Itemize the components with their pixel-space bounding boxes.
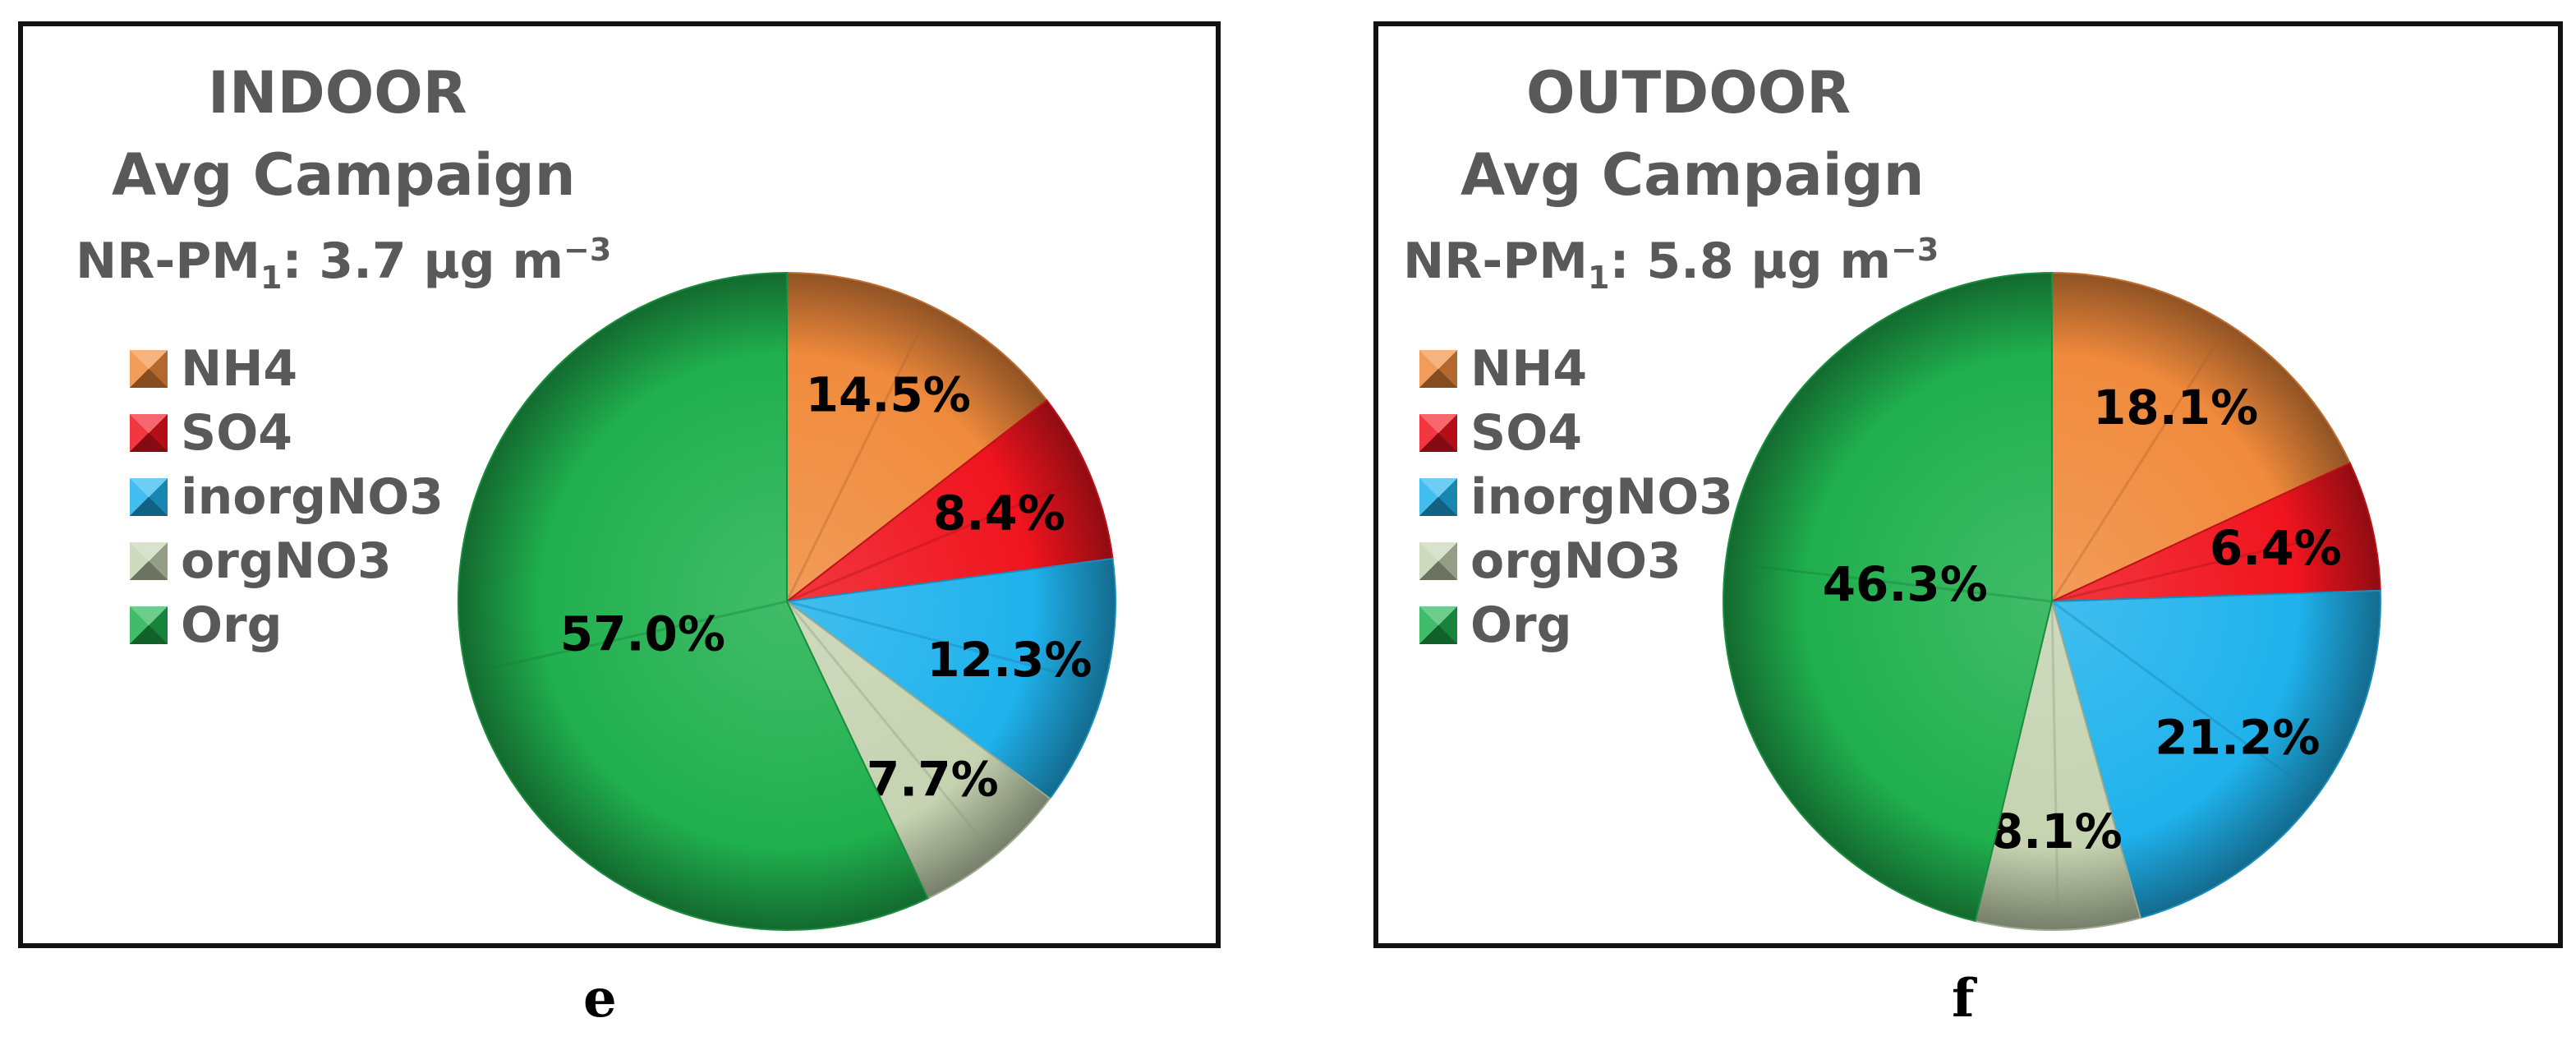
legend-swatch-icon (1419, 542, 1457, 580)
chart-subtitle: Avg Campaign (1460, 141, 1925, 209)
panel-label-e: e (583, 968, 617, 1029)
pie-data-label-so4: 6.4% (2210, 520, 2342, 576)
pie-slice-bevel (2050, 601, 2059, 907)
pie-slice-orgno3 (1974, 598, 2142, 931)
pie-slice-bevel (488, 600, 788, 670)
pie-chart: 14.5% 8.4% 12.3% 7.7% 57.0% (458, 271, 1116, 931)
legend-swatch-icon (130, 414, 168, 452)
legend-swatch-icon (130, 478, 168, 516)
pie-slice-bevel (786, 482, 1070, 603)
pie-data-label-so4: 8.4% (933, 485, 1065, 541)
pie-slice-bevel (2050, 343, 2218, 602)
chart-panel-outdoor: OUTDOOR Avg Campaign NR-PM1: 5.8 µg m−3 … (1373, 21, 2563, 948)
pie-data-label-org: 57.0% (560, 606, 725, 662)
legend-label: inorgNO3 (1470, 468, 1734, 526)
pie-slice-org (458, 271, 929, 931)
legend-swatch-icon (1419, 606, 1457, 644)
legend-label: SO4 (181, 404, 292, 462)
legend-swatch-icon (1419, 414, 1457, 452)
panel-label-f: f (1952, 968, 1975, 1029)
legend-label: Org (181, 597, 283, 654)
legend-label: Org (1470, 597, 1572, 654)
pie-slice-inorgno3 (784, 557, 1116, 800)
pie-slice-orgno3 (786, 601, 1051, 900)
pie-data-label-orgno3: 8.1% (1990, 804, 2123, 859)
pie-slice-so4 (784, 398, 1114, 603)
pie-slice-bevel (2051, 600, 2299, 784)
pie-data-label-nh4: 18.1% (2093, 380, 2258, 435)
pie-slice-bevel (2051, 529, 2350, 603)
pie-slice-nh4 (786, 271, 1048, 604)
legend-label: NH4 (1470, 340, 1588, 398)
pie-slice-nh4 (2051, 271, 2352, 603)
pie-slice-bevel (1748, 564, 2053, 603)
legend-label: SO4 (1470, 404, 1582, 462)
total-mass-label: NR-PM1: 3.7 µg m−3 (76, 232, 612, 296)
pie-slice-bevel (786, 600, 1083, 680)
legend-label: orgNO3 (181, 532, 392, 590)
pie-slice-inorgno3 (2050, 589, 2381, 919)
pie-data-label-orgno3: 7.7% (867, 752, 999, 808)
pie-data-label-nh4: 14.5% (806, 367, 971, 423)
pie-slice-bevel (785, 326, 923, 602)
total-mass-label: NR-PM1: 5.8 µg m−3 (1403, 232, 1939, 296)
pie-data-label-org: 46.3% (1823, 556, 1988, 612)
chart-title: INDOOR (208, 59, 467, 127)
pie-data-label-inorgno3: 12.3% (927, 632, 1092, 688)
legend-swatch-icon (130, 542, 168, 580)
pie-slice-so4 (2051, 462, 2381, 602)
pie-chart: 18.1% 6.4% 21.2% 8.1% 46.3% (1723, 271, 2381, 931)
chart-panel-indoor: INDOOR Avg Campaign NR-PM1: 3.7 µg m−3 N… (18, 21, 1221, 948)
legend-swatch-icon (1419, 478, 1457, 516)
legend-swatch-icon (130, 350, 168, 388)
chart-subtitle: Avg Campaign (112, 141, 576, 209)
legend-swatch-icon (130, 606, 168, 644)
legend-swatch-icon (1419, 350, 1457, 388)
legend-label: inorgNO3 (181, 468, 444, 526)
pie-slice-bevel (785, 601, 982, 839)
pie-data-label-inorgno3: 21.2% (2155, 710, 2320, 766)
chart-title: OUTDOOR (1526, 59, 1852, 127)
pie-slice-org (1723, 271, 2053, 923)
legend-label: NH4 (181, 340, 298, 398)
legend-label: orgNO3 (1470, 532, 1681, 590)
